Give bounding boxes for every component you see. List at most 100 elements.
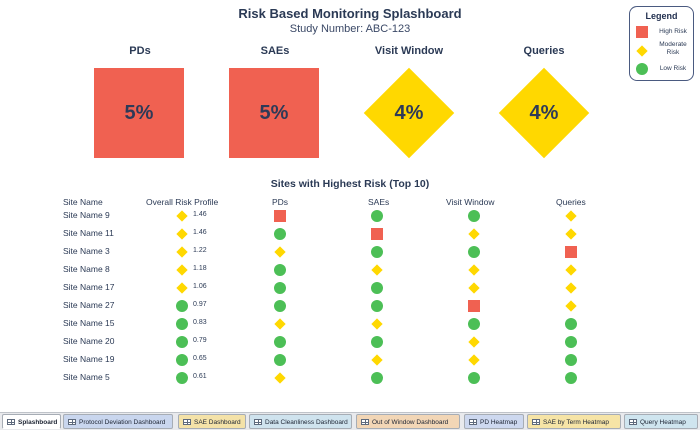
sheet-grid-icon: [183, 419, 191, 425]
low-risk-circle-icon: [468, 210, 480, 222]
kpi-label: PDs: [129, 45, 151, 57]
sheet-grid-icon: [629, 419, 637, 425]
sheet-tab[interactable]: SAE Dashboard: [178, 414, 246, 429]
sheet-tab[interactable]: Out of Window Dashboard: [356, 414, 460, 429]
overall-risk-score: 0.83: [193, 319, 207, 326]
overall-risk-score: 0.65: [193, 355, 207, 362]
kpi-value: 4%: [394, 102, 424, 124]
site-name: Site Name 8: [63, 264, 110, 274]
moderate-risk-diamond-icon: [468, 228, 480, 240]
legend-item-high: High Risk: [635, 25, 693, 39]
sheet-tab-label: SAE Dashboard: [194, 419, 241, 426]
table-row: Site Name 20 0.79: [0, 333, 700, 351]
low-risk-circle-icon: [176, 300, 188, 312]
moderate-risk-diamond-icon: [176, 246, 188, 258]
dashboard-title: Risk Based Monitoring Splashboard: [238, 6, 462, 21]
moderate-risk-diamond-icon: [176, 210, 188, 222]
kpi-visit-window: Visit Window 4%: [349, 45, 469, 165]
col-header-queries: Queries: [556, 197, 586, 207]
col-header-overall: Overall Risk Profile: [146, 197, 219, 207]
moderate-risk-diamond-icon: [274, 372, 286, 384]
sheet-tab-label: SAE by Term Heatmap: [543, 419, 609, 426]
sheet-tab-label: Out of Window Dashboard: [372, 419, 449, 426]
low-risk-circle-icon: [468, 318, 480, 330]
kpi-queries: Queries 4%: [484, 45, 604, 165]
legend-title: Legend: [645, 11, 678, 21]
overall-risk-score: 1.46: [193, 229, 207, 236]
moderate-risk-diamond-icon: [176, 264, 188, 276]
high-risk-square-icon: [274, 210, 286, 222]
moderate-risk-diamond-icon: [274, 246, 286, 258]
low-risk-circle-icon: [274, 282, 286, 294]
low-risk-circle-icon: [565, 336, 577, 348]
sheet-grid-icon: [7, 419, 15, 425]
sheet-tab[interactable]: Protocol Deviation Dashboard: [63, 414, 173, 429]
sheet-tab-label: PD Heatmap: [480, 419, 518, 426]
moderate-risk-diamond-icon: 4%: [363, 67, 455, 159]
sheet-tab-bar: Splashboard Protocol Deviation Dashboard S…: [0, 412, 700, 430]
kpi-saes: SAEs 5%: [215, 45, 335, 165]
high-risk-square-icon: [636, 26, 648, 38]
moderate-risk-diamond-icon: [565, 282, 577, 294]
overall-risk-score: 0.79: [193, 337, 207, 344]
sheet-tab-label: Protocol Deviation Dashboard: [79, 419, 166, 426]
moderate-risk-diamond-icon: [636, 45, 648, 57]
moderate-risk-diamond-icon: [468, 354, 480, 366]
site-name: Site Name 5: [63, 372, 110, 382]
site-name: Site Name 19: [63, 354, 115, 364]
moderate-risk-diamond-icon: [565, 210, 577, 222]
sheet-tab[interactable]: Data Cleanliness Dashboard: [249, 414, 352, 429]
kpi-label: Visit Window: [374, 45, 444, 57]
moderate-risk-diamond-icon: [468, 336, 480, 348]
col-header-pds: PDs: [272, 197, 289, 207]
legend-label-high: High Risk: [659, 28, 687, 35]
low-risk-circle-icon: [565, 372, 577, 384]
sheet-tab-label: Query Heatmap: [640, 419, 686, 426]
moderate-risk-diamond-icon: 4%: [498, 67, 590, 159]
sheet-grid-icon: [68, 419, 76, 425]
low-risk-circle-icon: [371, 336, 383, 348]
site-name: Site Name 20: [63, 336, 115, 346]
low-risk-circle-icon: [636, 63, 648, 75]
table-title: Sites with Highest Risk (Top 10): [270, 178, 430, 190]
high-risk-square-icon: [565, 246, 577, 258]
overall-risk-score: 1.22: [193, 247, 207, 254]
col-header-saes: SAEs: [368, 197, 390, 207]
low-risk-circle-icon: [371, 282, 383, 294]
site-name: Site Name 9: [63, 210, 110, 220]
low-risk-circle-icon: [274, 300, 286, 312]
kpi-label: SAEs: [260, 45, 290, 57]
low-risk-circle-icon: [371, 300, 383, 312]
col-header-visit: Visit Window: [446, 197, 495, 207]
moderate-risk-diamond-icon: [565, 300, 577, 312]
sheet-grid-icon: [469, 419, 477, 425]
low-risk-circle-icon: [468, 372, 480, 384]
high-risk-square-icon: [371, 228, 383, 240]
sheet-tab[interactable]: PD Heatmap: [464, 414, 524, 429]
low-risk-circle-icon: [274, 264, 286, 276]
sheet-tab[interactable]: Query Heatmap: [624, 414, 698, 429]
table-row: Site Name 17 1.06: [0, 279, 700, 297]
sheet-tab-label: Splashboard: [18, 419, 58, 426]
table-row: Site Name 19 0.65: [0, 351, 700, 369]
low-risk-circle-icon: [274, 228, 286, 240]
overall-risk-score: 1.06: [193, 283, 207, 290]
table-row: Site Name 3 1.22: [0, 243, 700, 261]
site-name: Site Name 3: [63, 246, 110, 256]
moderate-risk-diamond-icon: [565, 264, 577, 276]
low-risk-circle-icon: [371, 210, 383, 222]
low-risk-circle-icon: [565, 354, 577, 366]
low-risk-circle-icon: [176, 354, 188, 366]
low-risk-circle-icon: [176, 318, 188, 330]
low-risk-circle-icon: [565, 318, 577, 330]
sheet-tab[interactable]: Splashboard: [2, 414, 61, 429]
table-row: Site Name 9 1.46: [0, 207, 700, 225]
low-risk-circle-icon: [176, 372, 188, 384]
high-risk-square-icon: 5%: [94, 68, 184, 158]
col-header-site: Site Name: [63, 197, 103, 207]
kpi-value: 5%: [259, 102, 289, 124]
sheet-tab[interactable]: SAE by Term Heatmap: [527, 414, 621, 429]
low-risk-circle-icon: [468, 246, 480, 258]
kpi-pds: PDs 5%: [80, 45, 200, 165]
table-row: Site Name 15 0.83: [0, 315, 700, 333]
